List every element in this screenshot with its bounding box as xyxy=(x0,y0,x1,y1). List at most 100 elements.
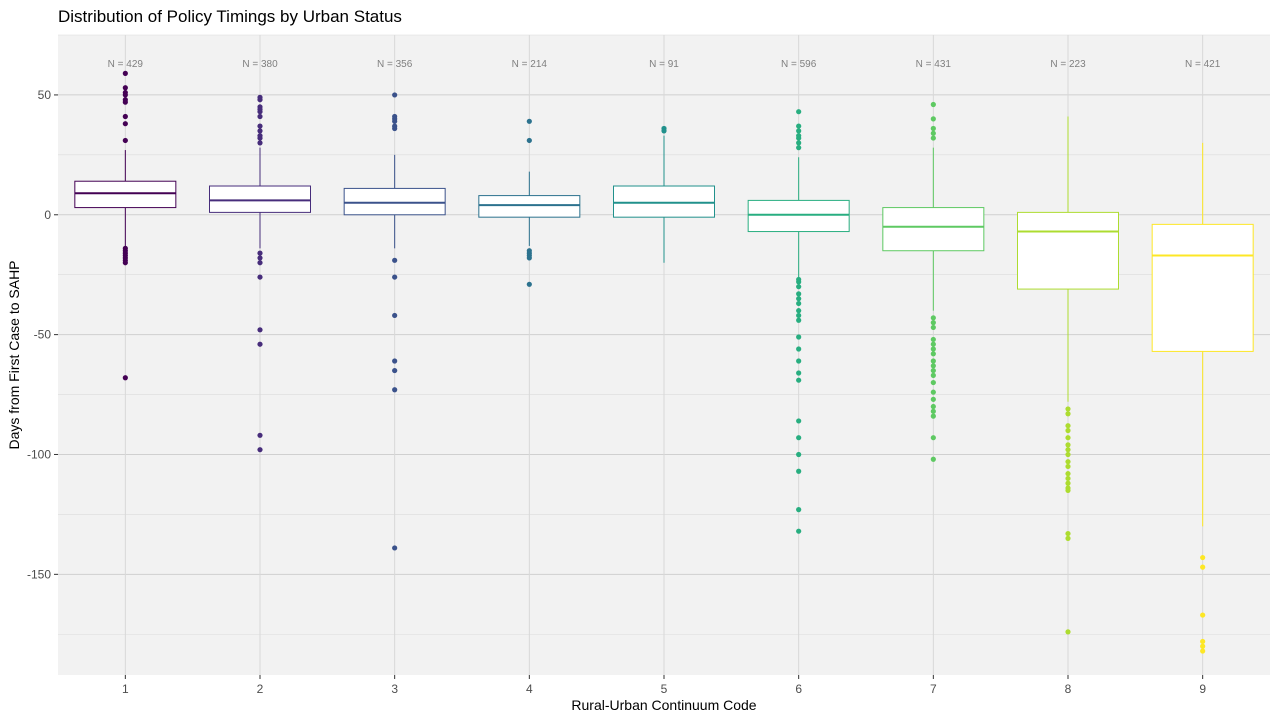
outlier-point xyxy=(526,281,532,287)
sample-size-label: N = 596 xyxy=(781,59,817,70)
box-iqr xyxy=(1017,211,1119,290)
outlier-point xyxy=(526,137,532,144)
box-iqr xyxy=(343,187,446,216)
outlier-point xyxy=(392,367,398,374)
outlier-point xyxy=(1200,554,1206,561)
box-iqr xyxy=(747,199,850,233)
outlier-point xyxy=(930,351,936,357)
outlier-point xyxy=(392,92,398,98)
outlier-point xyxy=(1065,435,1071,441)
y-tick-label: -150 xyxy=(27,567,51,581)
x-tick-label: 4 xyxy=(526,682,533,696)
outlier-point xyxy=(392,125,398,132)
outlier-point xyxy=(796,284,802,290)
outlier-point xyxy=(122,70,128,76)
outlier-point xyxy=(122,375,128,381)
outlier-point xyxy=(122,260,128,266)
outlier-point xyxy=(122,113,128,120)
outlier-point xyxy=(796,145,802,151)
outlier-point xyxy=(796,346,802,352)
outlier-point xyxy=(392,358,398,364)
outlier-point xyxy=(257,128,263,134)
outlier-point xyxy=(1065,411,1071,417)
outlier-point xyxy=(796,435,802,441)
outlier-point xyxy=(930,125,936,132)
y-tick-label: 50 xyxy=(38,88,52,102)
outlier-point xyxy=(930,363,936,369)
sample-size-label: N = 91 xyxy=(649,59,679,70)
y-tick-label: 0 xyxy=(44,208,51,222)
outlier-point xyxy=(796,123,802,129)
outlier-point xyxy=(1200,638,1206,645)
box-group-2 xyxy=(209,94,311,453)
outlier-point xyxy=(930,396,936,402)
sample-size-label: N = 380 xyxy=(242,59,278,70)
outlier-point xyxy=(526,255,532,261)
box-iqr xyxy=(613,185,715,218)
outlier-point xyxy=(796,334,802,340)
x-tick-label: 7 xyxy=(930,682,937,696)
outlier-point xyxy=(1200,643,1206,649)
x-tick-label: 6 xyxy=(795,682,802,696)
outlier-point xyxy=(392,274,398,280)
sample-size-label: N = 421 xyxy=(1185,59,1221,70)
outlier-point xyxy=(930,413,936,419)
box-iqr xyxy=(882,207,985,252)
outlier-point xyxy=(1065,442,1071,448)
box-group-7 xyxy=(882,101,985,462)
sample-size-label: N = 431 xyxy=(916,59,952,70)
outlier-point xyxy=(1065,629,1071,635)
outlier-point xyxy=(796,451,802,458)
outlier-point xyxy=(1200,612,1206,618)
x-tick-label: 9 xyxy=(1199,682,1206,696)
outlier-point xyxy=(796,300,802,307)
outlier-point xyxy=(930,358,936,364)
outlier-point xyxy=(257,140,263,146)
box-group-9 xyxy=(1151,142,1254,654)
box-group-8 xyxy=(1017,116,1119,635)
box-group-3 xyxy=(343,92,446,551)
outlier-point xyxy=(1065,459,1071,465)
outlier-point xyxy=(257,250,263,256)
x-tick-label: 8 xyxy=(1065,682,1072,696)
outlier-point xyxy=(796,279,802,285)
outlier-point xyxy=(1065,475,1071,482)
x-tick-label: 5 xyxy=(661,682,668,696)
sample-size-label: N = 356 xyxy=(377,59,413,70)
outlier-point xyxy=(122,85,128,91)
outlier-point xyxy=(796,468,802,474)
outlier-point xyxy=(796,135,802,141)
outlier-point xyxy=(1200,564,1206,570)
outlier-point xyxy=(796,377,802,383)
sample-size-label: N = 214 xyxy=(512,59,548,70)
outlier-point xyxy=(796,370,802,376)
outlier-point xyxy=(392,387,398,393)
box-layer xyxy=(74,70,1254,654)
outlier-point xyxy=(1065,471,1071,477)
outlier-point xyxy=(1065,406,1071,412)
outlier-point xyxy=(930,379,936,386)
outlier-point xyxy=(526,118,532,124)
outlier-point xyxy=(257,274,263,280)
box-iqr xyxy=(478,195,581,218)
outlier-point xyxy=(796,358,802,364)
outlier-point xyxy=(796,308,802,314)
outlier-point xyxy=(1065,447,1071,453)
outlier-point xyxy=(930,336,936,343)
outlier-point xyxy=(1065,530,1071,537)
outlier-point xyxy=(1065,451,1071,458)
outlier-point xyxy=(257,447,263,453)
y-axis-title: Days from First Case to SAHP xyxy=(6,260,22,449)
outlier-point xyxy=(1065,487,1071,494)
outlier-point xyxy=(122,137,128,144)
outlier-point xyxy=(796,296,802,302)
outlier-point xyxy=(930,116,936,122)
box-iqr xyxy=(74,180,177,209)
x-tick-label: 2 xyxy=(257,682,264,696)
outlier-point xyxy=(930,315,936,321)
outlier-point xyxy=(930,324,936,331)
outlier-point xyxy=(796,128,802,134)
outlier-point xyxy=(796,528,802,534)
